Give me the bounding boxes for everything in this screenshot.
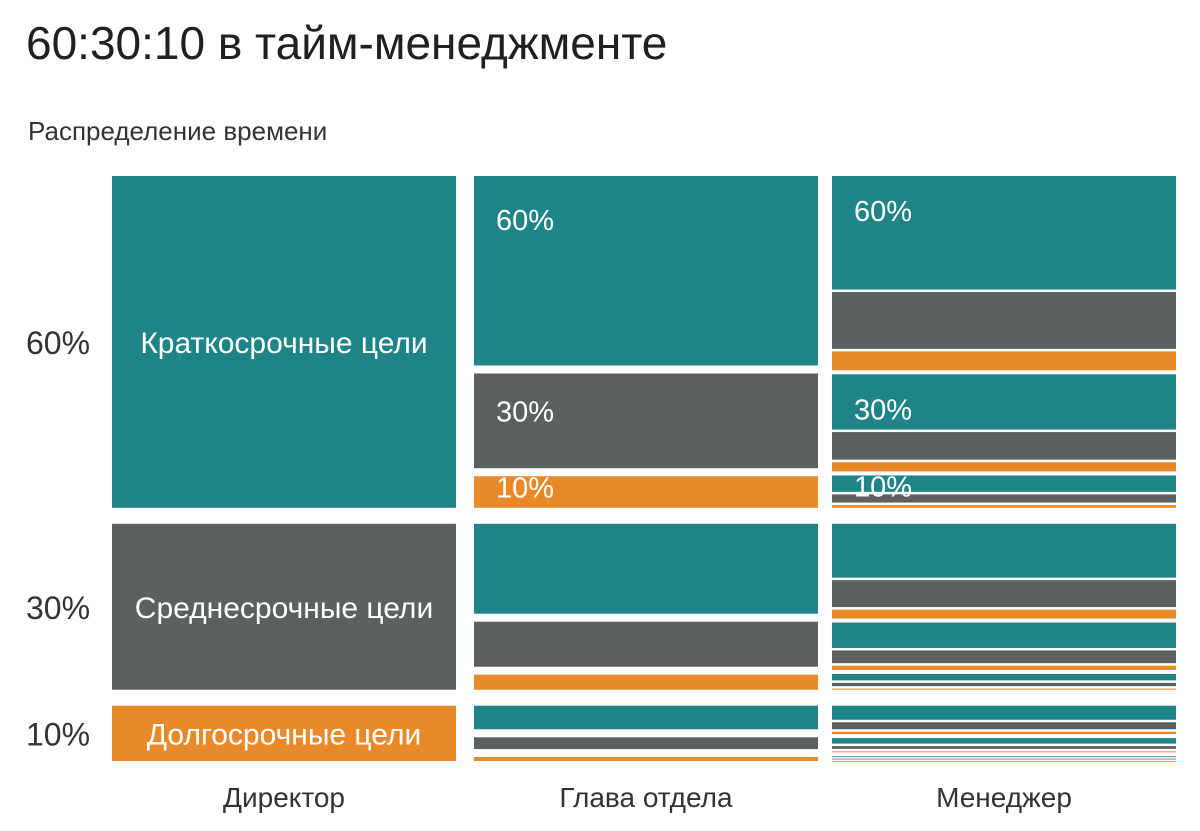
segment-mid	[832, 758, 1176, 760]
segment-short	[832, 756, 1176, 758]
y-tick-label: 60%	[26, 325, 90, 361]
block-label-short: Краткосрочные цели	[140, 327, 427, 360]
segment-mid	[832, 292, 1176, 349]
segment-mid	[832, 722, 1176, 730]
block-short	[112, 176, 456, 508]
segment-short	[474, 705, 818, 730]
segment-long	[832, 688, 1176, 690]
segment-long	[832, 462, 1176, 472]
segment-short	[832, 475, 1176, 492]
segment-short	[474, 523, 818, 614]
segment-long	[832, 609, 1176, 619]
y-tick-label: 30%	[26, 590, 90, 626]
segment-label-short: 60%	[496, 205, 554, 237]
segment-short	[832, 673, 1176, 681]
x-tick-label: Директор	[223, 782, 345, 813]
segment-mid	[832, 494, 1176, 503]
block-label-mid: Среднесрочные цели	[135, 592, 433, 625]
segment-label-short: 60%	[854, 196, 912, 228]
segment-mid	[474, 737, 818, 750]
segment-mid	[832, 580, 1176, 608]
segment-long	[474, 674, 818, 690]
segment-short	[832, 176, 1176, 290]
segment-label-mid: 30%	[496, 396, 554, 428]
x-tick-label: Менеджер	[936, 782, 1072, 813]
segment-long	[832, 351, 1176, 371]
block-label-long: Долгосрочные цели	[147, 718, 421, 751]
segment-long	[832, 751, 1176, 753]
segment-short	[832, 523, 1176, 578]
block-mid	[112, 523, 456, 690]
segment-long	[832, 761, 1176, 762]
segment-short	[832, 738, 1176, 744]
segment-mid	[832, 682, 1176, 687]
segment-label-long: 10%	[496, 473, 554, 505]
segment-mid	[832, 650, 1176, 664]
y-tick-label: 10%	[26, 716, 90, 752]
segment-short	[474, 176, 818, 366]
segment-mid	[474, 373, 818, 469]
segment-long	[474, 757, 818, 761]
segment-short	[832, 705, 1176, 720]
chart-title: 60:30:10 в тайм-менеджменте	[26, 17, 668, 69]
chart-subtitle: Распределение времени	[28, 116, 328, 146]
segment-label-mid: 30%	[854, 394, 912, 426]
segment-long	[832, 731, 1176, 735]
block-long	[112, 705, 456, 761]
segment-mid	[474, 621, 818, 667]
segment-mid	[832, 746, 1176, 749]
segment-short	[832, 374, 1176, 430]
segment-long	[474, 476, 818, 508]
segment-long	[832, 665, 1176, 670]
segment-long	[832, 505, 1176, 508]
segment-label-long: 10%	[854, 472, 912, 504]
segment-mid	[832, 432, 1176, 460]
segment-short	[832, 622, 1176, 648]
x-tick-label: Глава отдела	[559, 782, 733, 813]
